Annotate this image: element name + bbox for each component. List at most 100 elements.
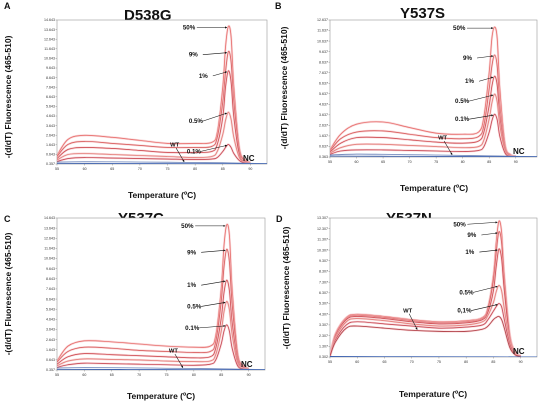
series-lines [57, 223, 265, 370]
x-axis-label: Temperature (ºC) [400, 183, 468, 193]
series-annotation: 0.1% [455, 116, 470, 123]
y-tick-label: 13.643 [44, 28, 55, 32]
y-tick-label: 5.643 [46, 105, 55, 109]
x-tick-label: 80 [192, 373, 196, 377]
y-tick-label: 2.307 [319, 334, 328, 338]
y-tick-label: 7.307 [319, 280, 328, 284]
y-tick-label: 4.637 [319, 103, 328, 107]
series-line [330, 155, 537, 157]
annotation-arrow [479, 249, 498, 253]
x-tick-label: 65 [110, 167, 114, 171]
y-tick-label: 12.307 [317, 227, 328, 231]
x-tick-label: 85 [221, 167, 225, 171]
series-lines [330, 26, 537, 157]
series-annotation: 9% [463, 55, 472, 62]
y-tick-label: 10.643 [44, 257, 55, 261]
annotation-arrow [443, 140, 453, 155]
y-tick-label: 1.307 [319, 345, 328, 349]
annotation-arrow [467, 221, 498, 225]
panel-letter: D [276, 214, 283, 224]
y-tick-label: 9.643 [46, 66, 55, 70]
series-annotation: 9% [187, 249, 196, 256]
x-tick-label: 55 [55, 373, 59, 377]
y-tick-label: 4.643 [46, 318, 55, 322]
y-tick-label: 9.643 [46, 267, 55, 271]
series-line [330, 54, 516, 157]
y-tick-label: 6.637 [319, 81, 328, 85]
series-annotation: 9% [467, 232, 476, 239]
annotation-arrow [478, 76, 494, 82]
series-line [57, 143, 251, 164]
y-tick-label: 1.637 [319, 134, 328, 138]
series-annotation: NC [241, 360, 253, 369]
y-tick-label: 12.643 [44, 37, 55, 41]
series-line [57, 162, 267, 164]
series-annotation: NC [243, 154, 255, 163]
series-line [57, 70, 251, 164]
x-tick-label: 65 [110, 373, 114, 377]
annotation-arrow [212, 71, 228, 77]
annotation-arrow [202, 51, 228, 55]
y-tick-label: 1.643 [46, 348, 55, 352]
series-line [330, 284, 521, 357]
y-tick-label: 9.307 [319, 259, 328, 263]
series-annotation: NC [513, 347, 525, 356]
series-line [330, 26, 516, 157]
y-tick-label: 14.643 [44, 216, 55, 220]
series-annotation: 0.5% [455, 98, 470, 105]
series-line [57, 111, 251, 164]
x-tick-label: 65 [381, 160, 385, 164]
y-tick-label: 10.307 [317, 248, 328, 252]
series-annotation: 0.5% [187, 303, 202, 310]
y-tick-label: 5.637 [319, 92, 328, 96]
series-line [57, 161, 267, 164]
panel-title: Y537S [400, 5, 445, 22]
y-axis-label: -(d/dT) Fluorescence (465-510) [279, 26, 289, 149]
x-tick-label: 90 [247, 373, 251, 377]
series-annotation: 1% [199, 73, 208, 80]
series-annotation: 0,1% [457, 308, 472, 315]
y-tick-label: 6.307 [319, 291, 328, 295]
y-axis-label: -(d/dT) Fluorescence (465-510) [3, 35, 13, 158]
annotation-arrow [174, 353, 184, 368]
y-tick-label: 14.643 [44, 18, 55, 22]
y-tick-label: 2.643 [46, 133, 55, 137]
y-tick-label: 7.637 [319, 71, 328, 75]
panel-letter: A [4, 1, 11, 11]
y-tick-label: 0.357 [46, 162, 55, 166]
y-tick-label: 11.307 [317, 238, 328, 242]
annotation-arrow [473, 285, 498, 293]
y-tick-label: 12.637 [317, 18, 328, 22]
x-tick-label: 90 [519, 360, 523, 364]
series-lines [330, 219, 537, 357]
x-tick-label: 75 [434, 160, 438, 164]
x-tick-label: 85 [487, 160, 491, 164]
series-line [57, 279, 249, 370]
y-tick-label: 8.637 [319, 60, 328, 64]
x-tick-label: 80 [461, 160, 465, 164]
panel-b: B Y537S -(d/dT) Fluorescence (465-510) Temp… [275, 1, 538, 193]
series-line [57, 301, 249, 370]
annotation-arrow [201, 301, 226, 307]
y-tick-label: 10.637 [317, 39, 328, 43]
x-tick-label: 70 [137, 373, 141, 377]
y-tick-label: 0.363 [319, 155, 328, 159]
x-tick-label: 70 [410, 360, 414, 364]
x-tick-label: 85 [491, 360, 495, 364]
y-tick-label: 13.307 [317, 216, 328, 220]
annotation-arrow [200, 144, 228, 152]
series-line [330, 153, 537, 157]
y-tick-label: 12.643 [44, 236, 55, 240]
series-line [330, 93, 516, 157]
y-tick-label: 8.307 [319, 270, 328, 274]
series-annotation: 1% [465, 249, 474, 256]
y-tick-label: 6.643 [46, 297, 55, 301]
y-tick-label: 0.643 [46, 153, 55, 157]
annotation-arrow [481, 232, 498, 236]
y-tick-label: 1.643 [46, 143, 55, 147]
x-tick-label: 70 [408, 160, 412, 164]
series-annotation: NC [513, 147, 525, 156]
series-line [330, 113, 516, 157]
series-annotation: WT [169, 348, 178, 354]
